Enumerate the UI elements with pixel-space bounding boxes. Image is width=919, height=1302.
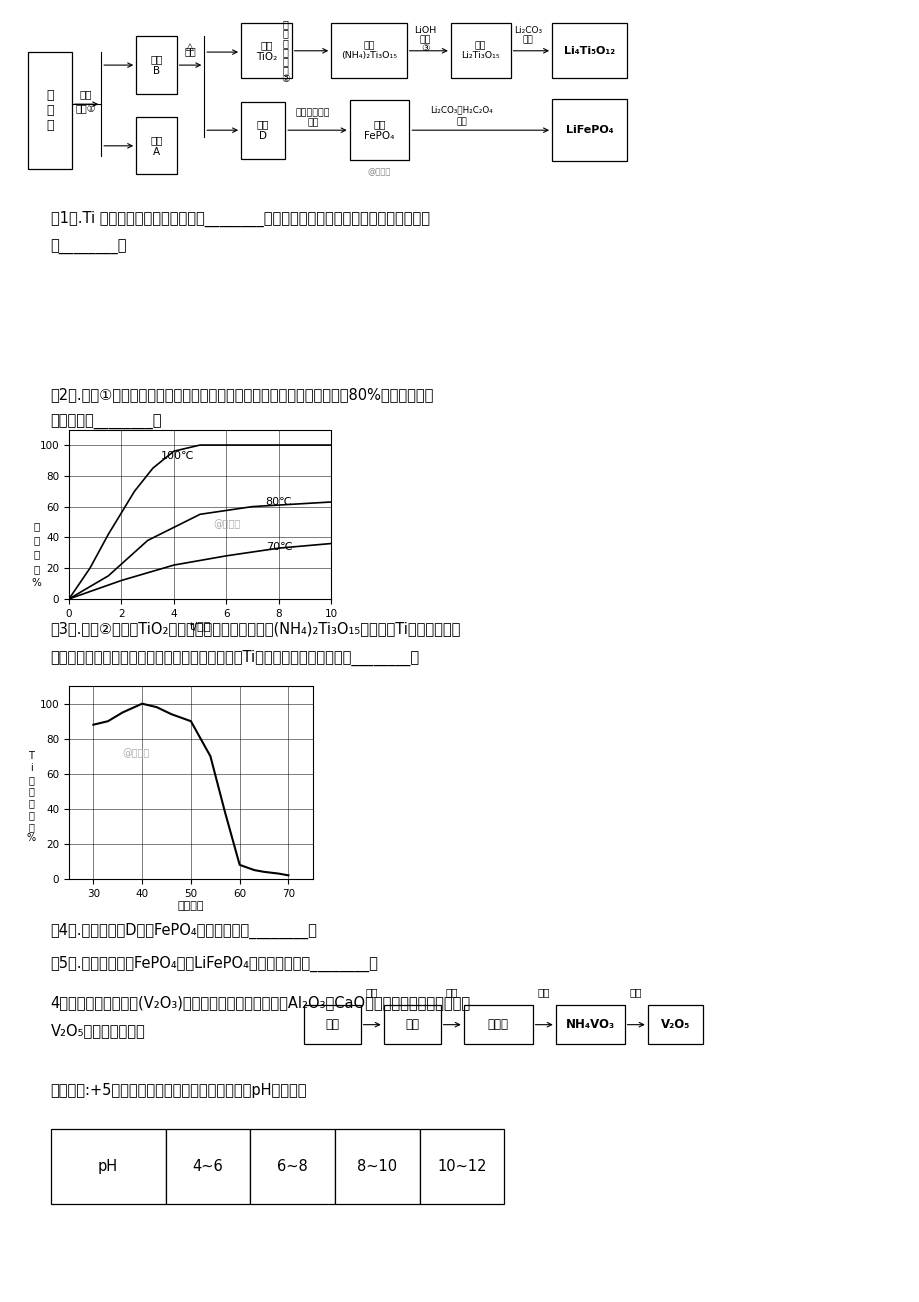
Bar [551,23,627,78]
Text: V₂O₅: V₂O₅ [660,1018,689,1031]
Text: 率: 率 [28,822,34,832]
Bar [555,1005,624,1044]
Text: Li₂CO₃、H₂C₂O₄: Li₂CO₃、H₂C₂O₄ [430,105,493,115]
Text: 【资料】:+5价钒在溶液中的主要存在形式与溶液pH的关系：: 【资料】:+5价钒在溶液中的主要存在形式与溶液pH的关系： [51,1083,307,1099]
Text: 特沉: 特沉 [538,987,550,997]
Bar [383,1005,440,1044]
Text: 出: 出 [28,810,34,820]
Text: LiOH: LiOH [414,26,436,35]
Bar [349,100,409,160]
Text: LiFePO₄: LiFePO₄ [565,125,613,135]
Text: 实验条件是________。: 实验条件是________。 [51,415,162,431]
Text: V₂O₅，其流程如下：: V₂O₅，其流程如下： [51,1023,145,1039]
Text: pH: pH [98,1159,118,1174]
Text: %: % [32,578,41,589]
Text: 煅烧: 煅烧 [456,117,467,126]
Text: 是________。: 是________。 [51,240,127,255]
Text: 水: 水 [282,65,288,76]
Text: 4、工业上用含三价钒(V₂O₃)为主的某石煤为原料（含有Al₂O₃、CaO等杂质），钙化法焙烧制备: 4、工业上用含三价钒(V₂O₃)为主的某石煤为原料（含有Al₂O₃、CaO等杂质… [51,995,471,1010]
Text: %: % [27,833,36,844]
Text: （5）.由流程图可知FePO₄制备LiFePO₄的化学方程式是________。: （5）.由流程图可知FePO₄制备LiFePO₄的化学方程式是________。 [51,956,378,971]
Text: 与反应温度的关系如下图所示，反应温度过高时，Ti元素浸出率下降的原因是________。: 与反应温度的关系如下图所示，反应温度过高时，Ti元素浸出率下降的原因是_____… [51,650,419,665]
Bar [419,1129,504,1204]
Text: 、: 、 [282,47,288,57]
Bar [335,1129,419,1204]
X-axis label: 反应温度: 反应温度 [177,901,204,911]
Text: @正确云: @正确云 [213,518,240,529]
Text: 70℃: 70℃ [266,542,292,552]
Text: Li₂CO₃: Li₂CO₃ [514,26,541,35]
Text: 滤液
D: 滤液 D [256,120,269,141]
Text: 8~10: 8~10 [357,1159,397,1174]
Text: 出: 出 [34,549,40,560]
Text: 沉淀
Li₂Ti₃O₁₅: 沉淀 Li₂Ti₃O₁₅ [461,42,499,60]
Text: 煅烧: 煅烧 [522,35,533,44]
Text: △: △ [187,42,194,52]
Bar [331,23,406,78]
Bar [647,1005,702,1044]
Text: @正确云: @正确云 [367,167,391,176]
Text: 过滤: 过滤 [185,46,196,56]
Text: 石煤: 石煤 [324,1018,339,1031]
Text: 浸: 浸 [34,535,40,546]
Bar [165,1129,250,1204]
Text: 双氧水、磷酸: 双氧水、磷酸 [295,108,330,117]
Text: 溶液
(NH₄)₂Ti₃O₁₅: 溶液 (NH₄)₂Ti₃O₁₅ [341,42,396,60]
Text: ②: ② [280,74,289,85]
Text: ③: ③ [420,44,429,53]
Text: 率: 率 [34,564,40,574]
Text: 焙砂: 焙砂 [404,1018,419,1031]
Bar [136,117,176,174]
Text: 铁: 铁 [34,521,40,531]
Bar [303,1005,360,1044]
Text: 浸出液: 浸出液 [487,1018,508,1031]
Text: 元: 元 [28,775,34,785]
Text: （2）.过程①中，铁的浸出率结果如下图所示。由图可知，当铁的浸出率为80%时，所采用的: （2）.过程①中，铁的浸出率结果如下图所示。由图可知，当铁的浸出率为80%时，所… [51,387,434,402]
Text: 沉淀
TiO₂: 沉淀 TiO₂ [255,40,277,61]
Text: 浸: 浸 [28,798,34,809]
Text: 双: 双 [282,20,288,30]
Text: 盐酸: 盐酸 [79,89,92,99]
Text: （4）.写出由滤液D生成FePO₄的离子方程式________。: （4）.写出由滤液D生成FePO₄的离子方程式________。 [51,923,317,939]
Text: 沉淀
FePO₄: 沉淀 FePO₄ [364,120,394,141]
Bar [450,23,510,78]
Text: 酸浸: 酸浸 [446,987,458,997]
X-axis label: t/小时: t/小时 [189,621,210,631]
Text: 煅烧: 煅烧 [630,987,641,997]
Text: i: i [30,763,32,773]
Text: （1）.Ti 位于元素周期表中的位置为________。钛铁矿在预处理时需要进行粉碎，其原因: （1）.Ti 位于元素周期表中的位置为________。钛铁矿在预处理时需要进行… [51,211,429,227]
Text: 钛
铁
矿: 钛 铁 矿 [46,89,53,133]
Bar [28,52,72,169]
Text: 素: 素 [28,786,34,797]
Text: 氧: 氧 [282,29,288,39]
Bar [241,102,285,159]
Bar [551,99,627,161]
Text: Li₄Ti₅O₁₂: Li₄Ti₅O₁₂ [563,46,615,56]
Text: 焙烧: 焙烧 [366,987,378,997]
Text: （3）.过程②中固体TiO₂与双氧水、氨水反应转化成(NH₄)₂Ti₃O₁₅溶液时，Ti元素的浸出率: （3）.过程②中固体TiO₂与双氧水、氨水反应转化成(NH₄)₂Ti₃O₁₅溶液… [51,621,460,637]
Text: 滤液
B: 滤液 B [150,55,163,76]
Bar [51,1129,165,1204]
Bar [250,1129,335,1204]
Text: 过滤①: 过滤① [75,104,96,115]
Text: 4~6: 4~6 [192,1159,223,1174]
Bar [241,23,291,78]
Bar [463,1005,532,1044]
Text: 滤渣
A: 滤渣 A [150,135,163,156]
Text: NH₄VO₃: NH₄VO₃ [565,1018,614,1031]
Bar [136,36,176,94]
Text: 过滤: 过滤 [307,118,318,128]
Text: 6~8: 6~8 [277,1159,308,1174]
Text: 水: 水 [282,38,288,48]
Text: 氨: 氨 [282,56,288,66]
Text: T: T [28,751,34,762]
Text: 80℃: 80℃ [266,497,292,506]
Text: 10~12: 10~12 [437,1159,486,1174]
Text: 100℃: 100℃ [161,450,194,461]
Text: 溶液: 溶液 [419,35,430,44]
Text: @正确云: @正确云 [122,749,150,758]
